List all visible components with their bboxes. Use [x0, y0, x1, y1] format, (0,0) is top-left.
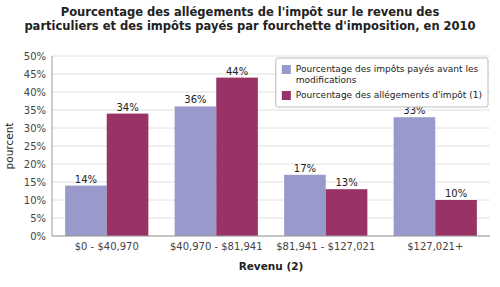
text-line: Pourcentage des allégements de l'impôt s… [61, 5, 440, 19]
data-label: 36% [184, 94, 206, 105]
data-label: 10% [445, 188, 467, 199]
bar [65, 186, 107, 236]
bar [394, 117, 436, 236]
y-tick-label: 30% [24, 123, 46, 134]
bar [107, 114, 149, 236]
bar [216, 78, 258, 236]
x-tick-label: $0 - $40,970 [75, 241, 139, 252]
y-tick-label: 5% [30, 213, 46, 224]
bar [435, 200, 477, 236]
y-axis-label: pourcent [3, 123, 15, 170]
data-label: 13% [335, 177, 357, 188]
y-tick-label: 35% [24, 105, 46, 116]
x-tick-label: $40,970 - $81,941 [170, 241, 263, 252]
x-axis-label: Revenu (2) [239, 260, 304, 272]
y-tick-label: 10% [24, 195, 46, 206]
bar [175, 106, 217, 236]
data-label: 17% [294, 163, 316, 174]
y-tick-label: 45% [24, 69, 46, 80]
text-line: particuliers et des impôts payés par fou… [24, 19, 475, 33]
chart: Pourcentage des allégements de l'impôt s… [0, 0, 500, 287]
bar [326, 189, 368, 236]
y-tick-label: 0% [30, 231, 46, 242]
legend-label: Pourcentage des impôts payés avant lesmo… [296, 64, 479, 85]
text-line: modifications [296, 75, 357, 85]
grid-line [52, 236, 490, 237]
legend-swatch [282, 91, 291, 100]
data-label: 34% [116, 102, 138, 113]
y-axis-line [52, 56, 53, 236]
data-label: 14% [75, 174, 97, 185]
y-tick-label: 15% [24, 177, 46, 188]
y-tick-label: 20% [24, 159, 46, 170]
background [0, 0, 500, 287]
data-label: 44% [226, 66, 248, 77]
grid-line [52, 56, 490, 57]
legend-label: Pourcentage des allégements d'impôt (1) [296, 90, 482, 100]
legend-box [276, 58, 488, 107]
x-axis-line [52, 236, 490, 237]
text-line: Pourcentage des impôts payés avant les [296, 64, 479, 74]
grid [52, 56, 490, 236]
legend-swatch [282, 65, 291, 74]
x-tick-label: $81,941 - $127,021 [276, 241, 375, 252]
legend: Pourcentage des impôts payés avant lesmo… [276, 58, 488, 107]
y-tick-label: 50% [24, 51, 46, 62]
title: Pourcentage des allégements de l'impôt s… [24, 5, 475, 33]
y-tick-label: 40% [24, 87, 46, 98]
y-tick-label: 25% [24, 141, 46, 152]
bar [284, 175, 326, 236]
x-tick-label: $127,021+ [407, 241, 463, 252]
text-line: Pourcentage des allégements d'impôt (1) [296, 90, 482, 100]
